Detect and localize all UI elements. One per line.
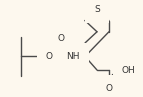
Text: S: S [94, 5, 100, 14]
Text: OH: OH [122, 65, 135, 74]
Text: NH: NH [66, 52, 80, 61]
Text: O: O [46, 52, 53, 61]
Text: O: O [58, 34, 65, 43]
Text: O: O [105, 84, 112, 93]
